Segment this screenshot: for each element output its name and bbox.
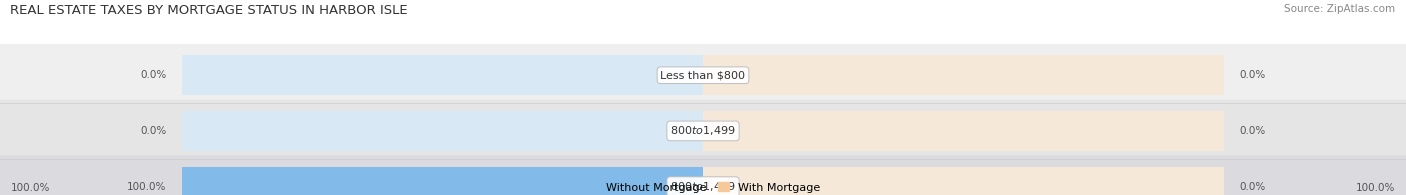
Bar xyxy=(183,167,703,195)
FancyBboxPatch shape xyxy=(0,44,1406,106)
Text: Source: ZipAtlas.com: Source: ZipAtlas.com xyxy=(1285,4,1396,14)
Bar xyxy=(183,111,703,151)
Bar xyxy=(703,111,1223,151)
Text: Less than $800: Less than $800 xyxy=(661,70,745,80)
Text: 100.0%: 100.0% xyxy=(10,183,49,193)
Bar xyxy=(703,167,1223,195)
Text: 0.0%: 0.0% xyxy=(141,70,167,80)
Bar xyxy=(703,55,1223,95)
Text: 0.0%: 0.0% xyxy=(1239,70,1265,80)
Bar xyxy=(183,55,703,95)
Text: $800 to $1,499: $800 to $1,499 xyxy=(671,180,735,193)
Text: 0.0%: 0.0% xyxy=(141,126,167,136)
Text: REAL ESTATE TAXES BY MORTGAGE STATUS IN HARBOR ISLE: REAL ESTATE TAXES BY MORTGAGE STATUS IN … xyxy=(10,4,408,17)
Text: 0.0%: 0.0% xyxy=(1239,126,1265,136)
Bar xyxy=(183,167,703,195)
FancyBboxPatch shape xyxy=(0,100,1406,162)
Text: $800 to $1,499: $800 to $1,499 xyxy=(671,124,735,137)
Legend: Without Mortgage, With Mortgage: Without Mortgage, With Mortgage xyxy=(582,178,824,195)
Text: 100.0%: 100.0% xyxy=(1357,183,1396,193)
FancyBboxPatch shape xyxy=(0,155,1406,195)
Text: 100.0%: 100.0% xyxy=(128,182,167,192)
Text: 0.0%: 0.0% xyxy=(1239,182,1265,192)
